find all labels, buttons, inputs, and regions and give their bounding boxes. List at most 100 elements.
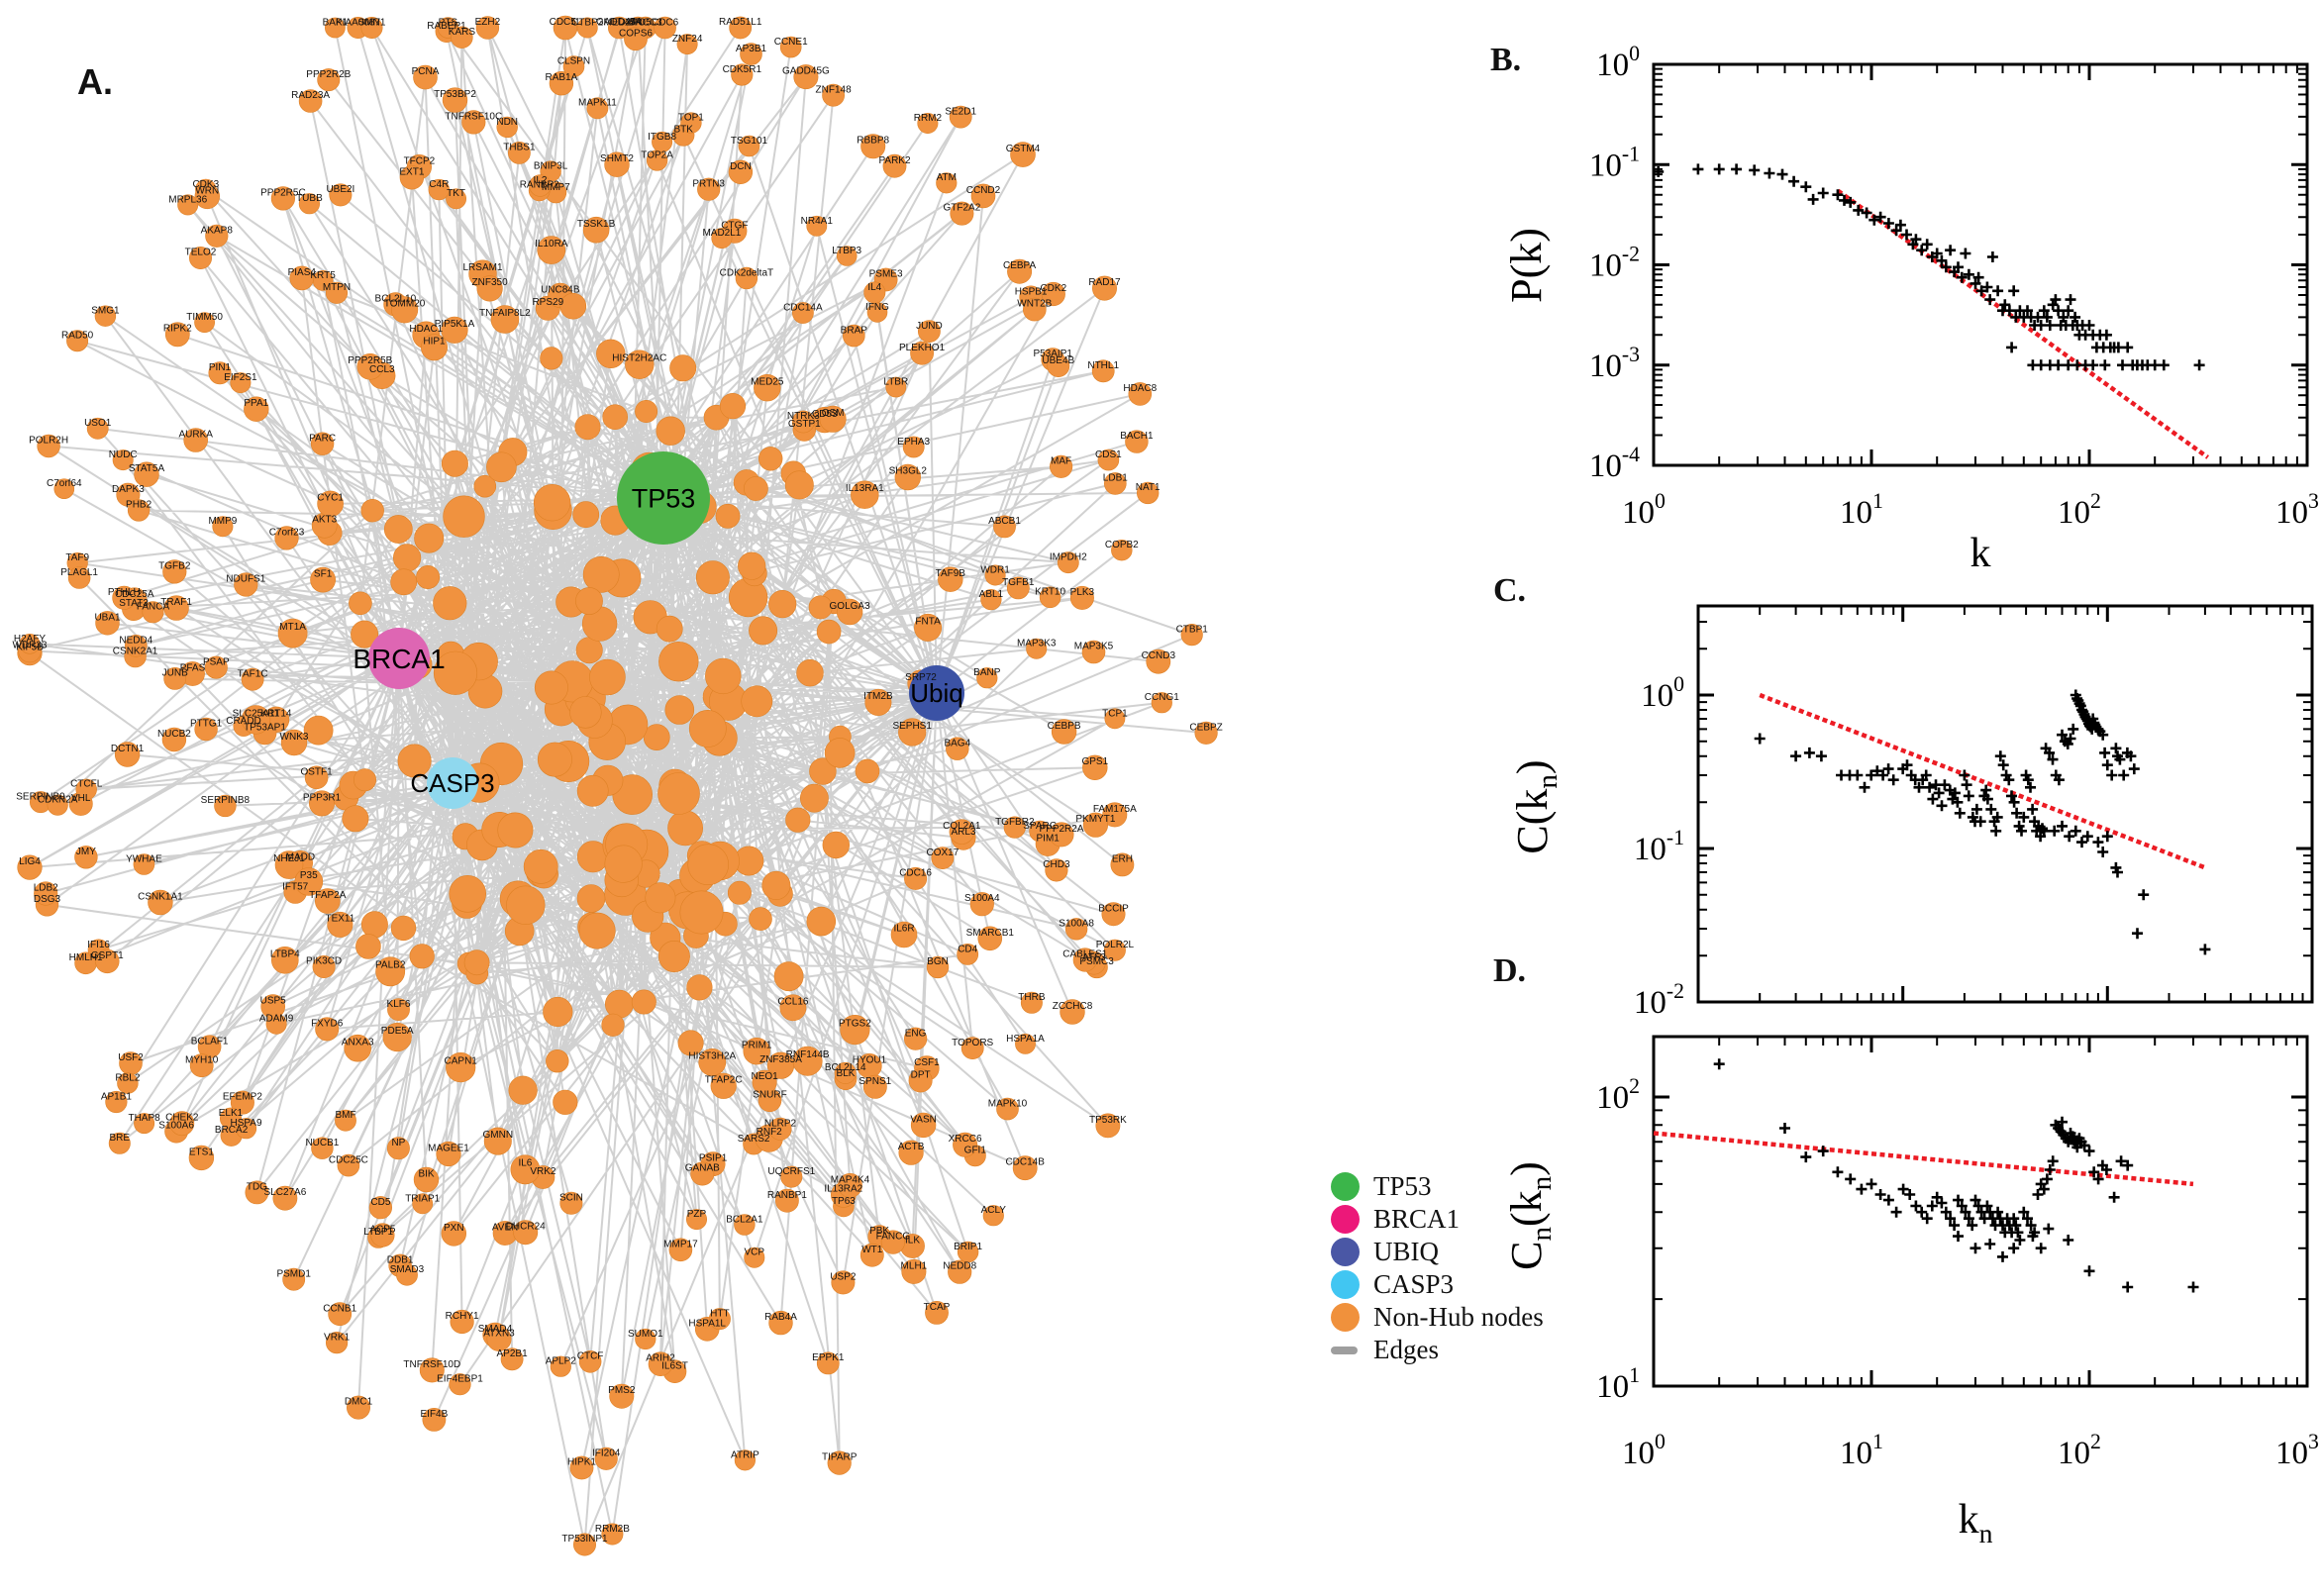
network-node[interactable] (413, 1166, 440, 1193)
network-node[interactable] (582, 555, 620, 593)
network-node[interactable] (735, 266, 758, 290)
network-node[interactable] (860, 134, 886, 159)
network-node[interactable] (946, 737, 969, 760)
network-node[interactable] (133, 853, 155, 875)
network-node[interactable] (635, 399, 658, 423)
network-node[interactable] (957, 1241, 979, 1263)
network-node[interactable] (773, 961, 804, 992)
network-node[interactable] (342, 805, 369, 833)
network-node[interactable] (822, 831, 850, 859)
network-node[interactable] (294, 867, 324, 896)
network-node[interactable] (1015, 1034, 1036, 1054)
network-node[interactable] (441, 1221, 466, 1247)
network-node[interactable] (754, 374, 781, 402)
network-node[interactable] (508, 141, 531, 164)
network-node[interactable] (631, 989, 656, 1015)
network-node[interactable] (277, 618, 308, 648)
network-node[interactable] (108, 1132, 131, 1154)
network-node[interactable] (508, 1075, 538, 1105)
network-node[interactable] (688, 710, 727, 748)
network-node[interactable] (657, 940, 690, 972)
network-node[interactable] (862, 1074, 887, 1099)
network-node[interactable] (95, 948, 120, 974)
network-node[interactable] (117, 1072, 139, 1094)
network-node[interactable] (601, 1013, 625, 1037)
network-node[interactable] (578, 1350, 602, 1373)
network-node[interactable] (695, 560, 730, 595)
network-node[interactable] (838, 1173, 862, 1198)
network-node[interactable] (859, 1243, 884, 1267)
network-node[interactable] (441, 316, 468, 344)
network-node[interactable] (1020, 991, 1043, 1014)
network-node[interactable] (851, 480, 879, 509)
network-node[interactable] (483, 1127, 512, 1155)
network-node[interactable] (572, 1533, 596, 1556)
network-node[interactable] (529, 174, 552, 197)
network-node[interactable] (315, 1017, 340, 1042)
network-node[interactable] (687, 844, 730, 886)
network-node[interactable] (397, 744, 432, 778)
network-node[interactable] (785, 807, 811, 833)
network-node[interactable] (125, 634, 148, 657)
network-node[interactable] (768, 589, 797, 619)
network-node[interactable] (537, 742, 572, 777)
network-node[interactable] (486, 1326, 512, 1351)
network-node[interactable] (446, 188, 467, 210)
network-node[interactable] (1060, 999, 1085, 1025)
network-node[interactable] (486, 451, 517, 483)
network-node[interactable] (463, 949, 490, 976)
network-node[interactable] (189, 1053, 214, 1078)
network-node[interactable] (792, 1046, 823, 1076)
network-node[interactable] (819, 405, 847, 433)
network-node[interactable] (824, 738, 856, 768)
network-node[interactable] (741, 685, 773, 718)
network-node[interactable] (680, 112, 702, 134)
network-node[interactable] (422, 1408, 447, 1432)
network-node[interactable] (298, 89, 323, 113)
network-node[interactable] (808, 595, 833, 620)
network-node[interactable] (1006, 576, 1030, 600)
network-node[interactable] (510, 1154, 541, 1185)
network-node[interactable] (926, 955, 950, 979)
network-node[interactable] (310, 566, 337, 593)
network-node[interactable] (387, 998, 410, 1022)
network-node[interactable] (105, 1090, 128, 1114)
network-node[interactable] (1081, 640, 1106, 664)
network-node[interactable] (450, 1309, 474, 1335)
network-node[interactable] (490, 305, 520, 334)
network-node[interactable] (241, 667, 264, 691)
network-node[interactable] (344, 1034, 372, 1062)
network-node[interactable] (37, 434, 60, 458)
network-node[interactable] (317, 68, 341, 92)
network-node[interactable] (86, 417, 109, 440)
network-node[interactable] (715, 503, 741, 529)
network-node[interactable] (303, 715, 334, 746)
network-node[interactable] (546, 1048, 569, 1073)
network-node[interactable] (356, 352, 384, 380)
network-node[interactable] (1051, 719, 1077, 745)
network-node[interactable] (314, 888, 341, 914)
network-node[interactable] (1026, 638, 1048, 659)
network-node[interactable] (894, 463, 921, 491)
network-node[interactable] (957, 944, 979, 965)
network-node[interactable] (749, 907, 772, 931)
network-node[interactable] (304, 765, 329, 790)
hub-node-ubiq[interactable] (909, 665, 964, 721)
network-node[interactable] (67, 566, 91, 589)
network-node[interactable] (918, 320, 941, 344)
network-node[interactable] (235, 1118, 257, 1140)
network-node[interactable] (1151, 692, 1172, 714)
network-node[interactable] (393, 544, 422, 572)
network-node[interactable] (698, 1048, 727, 1076)
network-node[interactable] (212, 516, 234, 538)
network-node[interactable] (1103, 939, 1126, 961)
network-node[interactable] (729, 16, 753, 40)
network-node[interactable] (230, 1090, 254, 1115)
network-node[interactable] (903, 1027, 928, 1050)
network-node[interactable] (386, 1137, 410, 1160)
network-node[interactable] (382, 1022, 412, 1052)
network-node[interactable] (970, 183, 996, 209)
network-node[interactable] (809, 757, 837, 785)
network-node[interactable] (840, 1014, 870, 1046)
network-node[interactable] (836, 598, 863, 626)
